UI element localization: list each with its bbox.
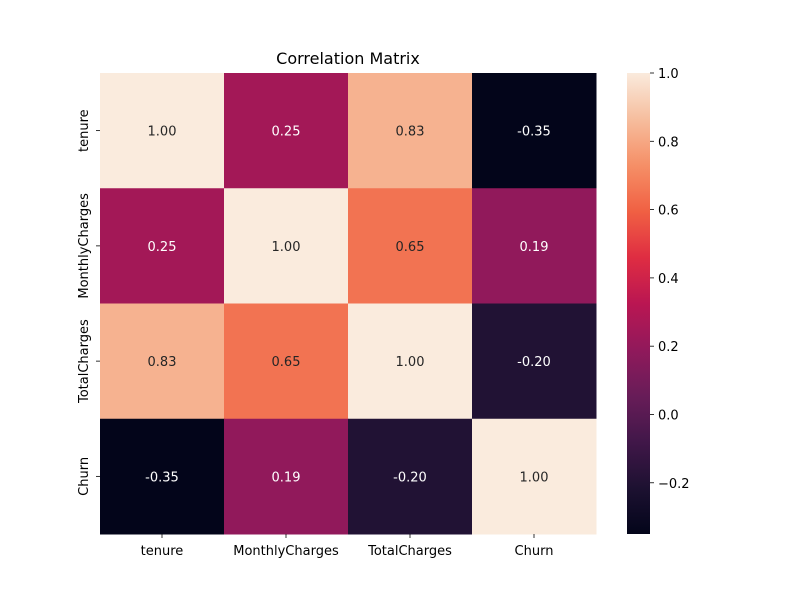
heatmap-cell	[100, 303, 225, 420]
colorbar-tick-label: −0.2	[658, 477, 690, 492]
cell-label: -0.20	[517, 355, 551, 370]
colorbar-tick-label: 0.0	[658, 408, 679, 423]
colorbar-tick-label: 0.8	[658, 135, 679, 150]
heatmap-cell	[472, 73, 597, 189]
y-tick-label: tenure	[77, 109, 92, 152]
cell-label: 1.00	[148, 125, 177, 140]
heatmap-cell	[224, 188, 349, 304]
cell-label: 1.00	[520, 470, 549, 485]
cell-label: 0.25	[148, 240, 177, 255]
heatmap-cell	[472, 303, 597, 420]
cell-label: 0.25	[272, 125, 301, 140]
heatmap-cell	[348, 73, 473, 189]
heatmap-cell	[100, 73, 225, 189]
cell-label: 0.19	[272, 470, 301, 485]
colorbar-ticks: −0.2 0.0 0.2 0.4 0.6 0.8 1.0	[650, 67, 690, 492]
cell-label: 1.00	[396, 355, 425, 370]
x-tick-label: tenure	[141, 544, 184, 559]
heatmap-cell	[224, 303, 349, 420]
colorbar-tick-label: 0.2	[658, 340, 679, 355]
heatmap-cells: 1.00 0.25 0.83 -0.35 0.25 1.00 0.65 0.19 0.83 0.6…	[100, 73, 597, 535]
cell-label: -0.35	[517, 125, 551, 140]
heatmap-cell	[100, 188, 225, 304]
heatmap-cell	[472, 418, 597, 535]
colorbar-gradient	[627, 73, 650, 534]
colorbar-tick-label: 1.0	[658, 67, 679, 82]
heatmap-cell	[348, 303, 473, 420]
heatmap-cell	[100, 418, 225, 535]
heatmap-cell	[348, 418, 473, 535]
y-tick-label: Churn	[77, 457, 92, 496]
cell-label: -0.20	[393, 470, 427, 485]
colorbar: −0.2 0.0 0.2 0.4 0.6 0.8 1.0	[627, 67, 690, 534]
heatmap-cell	[348, 188, 473, 304]
x-tick-label: TotalCharges	[367, 544, 452, 559]
colorbar-tick-label: 0.6	[658, 204, 679, 219]
cell-label: 0.83	[396, 125, 425, 140]
colorbar-tick-label: 0.4	[658, 272, 679, 287]
x-tick-label: MonthlyCharges	[233, 544, 339, 559]
cell-label: 1.00	[272, 240, 301, 255]
cell-label: 0.83	[148, 355, 177, 370]
x-axis: tenure MonthlyCharges TotalCharges Churn	[141, 534, 554, 559]
y-tick-label: TotalCharges	[77, 319, 92, 404]
y-tick-label: MonthlyCharges	[77, 193, 92, 299]
heatmap-cell	[224, 418, 349, 535]
heatmap-cell	[224, 73, 349, 189]
cell-label: 0.65	[396, 240, 425, 255]
x-tick-label: Churn	[515, 544, 554, 559]
y-axis: tenure MonthlyCharges TotalCharges Churn	[77, 109, 100, 496]
cell-label: 0.19	[520, 240, 549, 255]
heatmap-cell	[472, 188, 597, 304]
cell-label: -0.35	[145, 470, 179, 485]
cell-label: 0.65	[272, 355, 301, 370]
chart-title: Correlation Matrix	[276, 49, 420, 68]
